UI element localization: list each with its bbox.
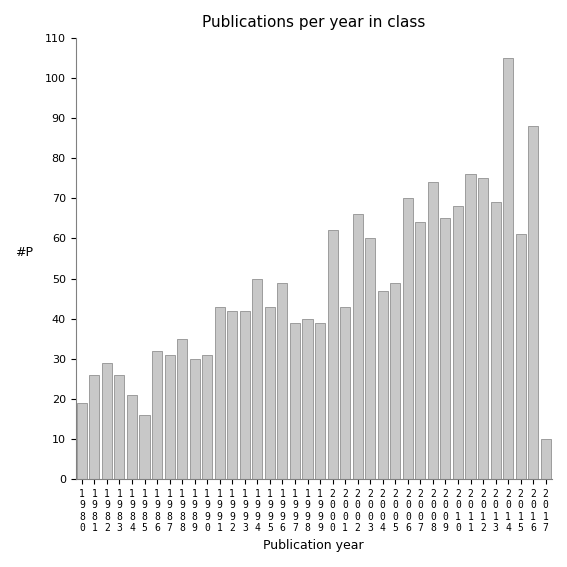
Bar	[302, 319, 312, 479]
Bar	[127, 395, 137, 479]
Bar	[202, 355, 212, 479]
Bar	[277, 282, 287, 479]
Bar	[378, 290, 388, 479]
Bar	[265, 307, 275, 479]
Bar	[365, 239, 375, 479]
Bar	[403, 198, 413, 479]
Bar	[252, 278, 263, 479]
Bar	[164, 355, 175, 479]
Bar	[490, 202, 501, 479]
Bar	[466, 175, 476, 479]
Bar	[115, 375, 124, 479]
Bar	[441, 218, 450, 479]
Y-axis label: #P: #P	[15, 246, 33, 259]
Bar	[328, 230, 337, 479]
Bar	[177, 338, 187, 479]
Bar	[390, 282, 400, 479]
Bar	[515, 235, 526, 479]
Bar	[139, 415, 150, 479]
Bar	[503, 58, 513, 479]
Bar	[528, 126, 538, 479]
Bar	[416, 222, 425, 479]
Bar	[227, 311, 238, 479]
Title: Publications per year in class: Publications per year in class	[202, 15, 425, 30]
Bar	[215, 307, 225, 479]
Bar	[77, 403, 87, 479]
X-axis label: Publication year: Publication year	[264, 539, 364, 552]
Bar	[541, 439, 551, 479]
Bar	[428, 183, 438, 479]
Bar	[478, 179, 488, 479]
Bar	[453, 206, 463, 479]
Bar	[315, 323, 325, 479]
Bar	[240, 311, 250, 479]
Bar	[340, 307, 350, 479]
Bar	[102, 363, 112, 479]
Bar	[152, 350, 162, 479]
Bar	[353, 214, 363, 479]
Bar	[290, 323, 300, 479]
Bar	[90, 375, 99, 479]
Bar	[189, 359, 200, 479]
